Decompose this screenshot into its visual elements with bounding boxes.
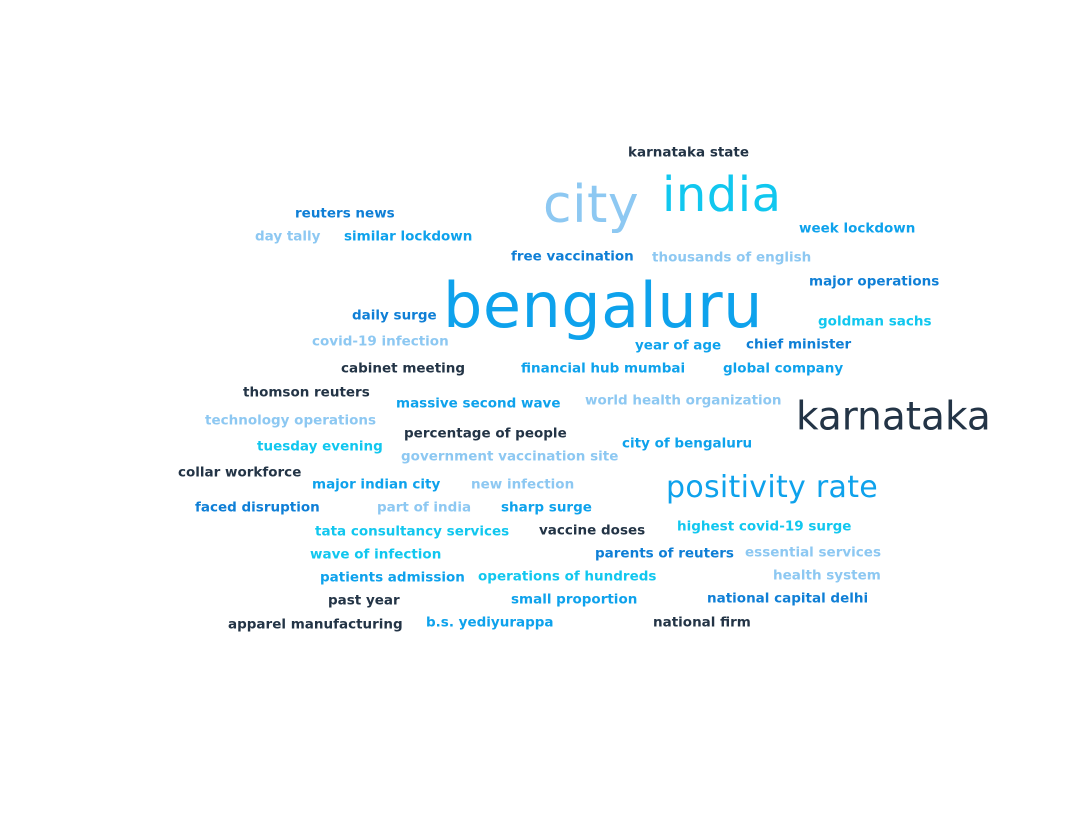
word-bengaluru: bengaluru <box>443 269 763 342</box>
word-daily-surge: daily surge <box>352 307 437 324</box>
word-karnataka: karnataka <box>796 394 991 440</box>
word-free-vaccination: free vaccination <box>511 248 634 265</box>
word-essential-services: essential services <box>745 544 881 561</box>
word-health-system: health system <box>773 567 881 584</box>
word-government-vaccination-site: government vaccination site <box>401 448 619 465</box>
word-patients-admission: patients admission <box>320 569 465 586</box>
word-positivity-rate: positivity rate <box>666 470 879 505</box>
word-thousands-of-english: thousands of english <box>652 249 812 266</box>
word-day-tally: day tally <box>255 228 321 245</box>
word-technology-operations: technology operations <box>205 412 377 429</box>
word-parents-of-reuters: parents of reuters <box>595 545 734 562</box>
word-similar-lockdown: similar lockdown <box>344 228 473 245</box>
word-chief-minister: chief minister <box>746 336 852 353</box>
word-india: india <box>662 167 782 223</box>
word-past-year: past year <box>328 592 400 609</box>
word-highest-covid-19-surge: highest covid-19 surge <box>677 518 852 535</box>
word-cabinet-meeting: cabinet meeting <box>341 360 466 377</box>
word-week-lockdown: week lockdown <box>799 220 916 237</box>
word-goldman-sachs: goldman sachs <box>818 313 932 330</box>
word-small-proportion: small proportion <box>511 591 638 608</box>
word-apparel-manufacturing: apparel manufacturing <box>228 616 403 633</box>
word-reuters-news: reuters news <box>295 205 395 222</box>
word-major-indian-city: major indian city <box>312 476 441 493</box>
word-financial-hub-mumbai: financial hub mumbai <box>521 360 686 377</box>
word-collar-workforce: collar workforce <box>178 464 302 481</box>
word-global-company: global company <box>723 360 844 377</box>
word-percentage-of-people: percentage of people <box>404 425 567 442</box>
word-year-of-age: year of age <box>635 337 722 354</box>
word-tuesday-evening: tuesday evening <box>257 438 383 455</box>
word-major-operations: major operations <box>809 273 940 290</box>
word-part-of-india: part of india <box>377 499 472 516</box>
word-thomson-reuters: thomson reuters <box>243 384 370 401</box>
word-city: city <box>543 175 640 235</box>
word-bs-yediyurappa: b.s. yediyurappa <box>426 614 554 631</box>
word-vaccine-doses: vaccine doses <box>539 522 646 539</box>
word-national-capital-delhi: national capital delhi <box>707 590 869 607</box>
word-faced-disruption: faced disruption <box>195 499 320 516</box>
word-national-firm: national firm <box>653 614 751 631</box>
word-city-of-bengaluru: city of bengaluru <box>622 435 753 452</box>
word-tata-consultancy-services: tata consultancy services <box>315 523 510 540</box>
word-operations-of-hundreds: operations of hundreds <box>478 568 657 585</box>
word-new-infection: new infection <box>471 476 575 493</box>
word-world-health-organization: world health organization <box>585 392 782 409</box>
word-covid-19-infection: covid-19 infection <box>312 333 449 350</box>
word-karnataka-state: karnataka state <box>628 144 750 161</box>
word-wave-of-infection: wave of infection <box>310 546 442 563</box>
word-sharp-surge: sharp surge <box>501 499 592 516</box>
word-massive-second-wave: massive second wave <box>396 395 561 412</box>
